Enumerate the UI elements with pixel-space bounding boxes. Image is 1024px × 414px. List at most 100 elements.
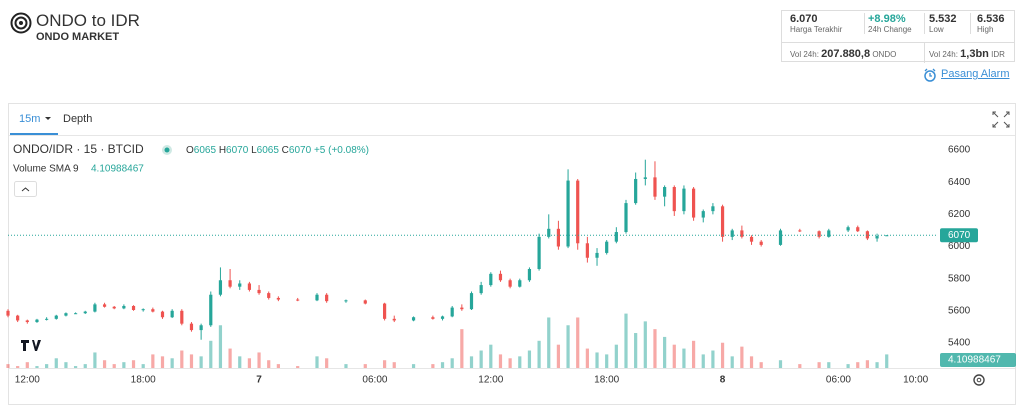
candle-body [778, 230, 783, 245]
stat-label: Low [929, 25, 944, 34]
volume-bar [846, 364, 850, 368]
candle-body [749, 236, 754, 242]
alarm-link[interactable]: Pasang Alarm [941, 68, 1010, 80]
x-tick-label: 8 [720, 375, 726, 386]
volume-bar [653, 329, 657, 368]
x-tick-label: 18:00 [594, 375, 619, 386]
volume-bar [392, 362, 396, 368]
volume-value: 207.880,8 [821, 48, 871, 60]
subtitle: ONDO MARKET [36, 31, 120, 43]
candle-body [672, 187, 676, 212]
candle-body [846, 227, 850, 231]
collapse-button[interactable] [14, 181, 37, 197]
candle-body [691, 188, 696, 218]
x-tick-label: 06:00 [826, 375, 851, 386]
volume-bar [595, 352, 599, 368]
ohlc-key: O [186, 145, 194, 156]
candle-body [585, 243, 589, 258]
y-tick-label: 6200 [948, 209, 971, 220]
chart-panel [8, 103, 1016, 405]
depth-button[interactable]: Depth [63, 113, 92, 125]
x-tick-label: 12:00 [478, 375, 503, 386]
symbol: ONDO/IDR · 15 · BTCID [13, 142, 144, 156]
volume-bar [267, 360, 271, 368]
logo [10, 12, 32, 34]
candle-body [489, 273, 493, 286]
stat-label: Harga Terakhir [790, 25, 843, 34]
volume-bar [431, 364, 435, 368]
candle-body [93, 304, 97, 312]
settings-icon-center [976, 377, 982, 383]
ohlc-key: C [282, 145, 289, 156]
candle-body [498, 273, 503, 281]
candle-body [720, 206, 725, 237]
status-dot-inner [164, 147, 170, 153]
volume-bar [663, 336, 667, 368]
x-tick-label: 06:00 [362, 375, 387, 386]
candle-body [54, 315, 58, 319]
volume-bar [865, 360, 870, 368]
volume-bar [498, 354, 503, 368]
candle-body [605, 241, 609, 253]
volume-legend-value: 4.10988467 [91, 164, 144, 175]
ohlc-value: 6065 [194, 145, 217, 156]
volume-bar [720, 342, 725, 368]
alarm-icon[interactable] [923, 68, 937, 82]
last-price-tag [940, 228, 978, 243]
candle-body [817, 231, 821, 237]
candle-body [643, 177, 647, 179]
volume-bar [122, 362, 126, 368]
volume-bar [537, 340, 541, 368]
stat-value: +8.98% [868, 13, 906, 25]
candle-body [556, 228, 561, 247]
settings-icon[interactable] [973, 374, 985, 386]
volume-bar [93, 352, 97, 368]
y-tick-label: 5800 [948, 273, 971, 284]
stat-label: 24h Change [868, 25, 912, 34]
stat: 6.070 Harga Terakhir [790, 13, 842, 34]
volume-bar [527, 350, 532, 368]
stats-box: 6.070 Harga Terakhir +8.98% 24h Change 5.5… [781, 10, 1015, 63]
volume-bar [189, 354, 194, 368]
volume-legend-label: Volume SMA 9 [13, 164, 79, 175]
volume-bar [730, 356, 734, 368]
candle-body [595, 252, 599, 258]
volume-bar [875, 362, 879, 368]
volume-bar [238, 356, 242, 368]
volume-bar [141, 364, 145, 368]
ohlc-change: +5 (+0.08%) [314, 145, 369, 156]
candle-body [344, 300, 348, 302]
volume-bar [740, 346, 744, 368]
volume-bar [508, 358, 512, 368]
y-tick-label: 5600 [948, 305, 971, 316]
volume-bar [440, 362, 445, 368]
candle-body [508, 280, 512, 287]
volume-bar [489, 344, 493, 368]
candle-body [131, 305, 136, 310]
candle-body [537, 236, 541, 270]
candle-body [218, 280, 223, 295]
volume-bar [257, 352, 261, 368]
ohlc-key: H [219, 145, 226, 156]
volume-bar [759, 362, 763, 368]
candle-body [527, 269, 532, 281]
stat: 6.536 High [970, 13, 1005, 34]
ohlc-legend: O6065 H6070 L6065 C6070 +5 (+0.08%) [186, 145, 369, 156]
volume-bar [817, 362, 821, 368]
candle-body [730, 230, 734, 237]
fullscreen-icon[interactable] [992, 111, 1010, 128]
volume-bar [624, 313, 628, 368]
stat: +8.98% 24h Change [864, 13, 912, 34]
caret [45, 117, 51, 120]
interval-button[interactable]: 15m [19, 113, 40, 125]
volume-bar [856, 362, 860, 368]
candle-body [382, 303, 387, 319]
candle-body [711, 206, 715, 212]
volume-bar [585, 348, 589, 368]
candle-body [325, 294, 329, 302]
candle-body [653, 177, 657, 197]
candle-body [238, 283, 242, 287]
x-tick-label: 7 [256, 375, 262, 386]
